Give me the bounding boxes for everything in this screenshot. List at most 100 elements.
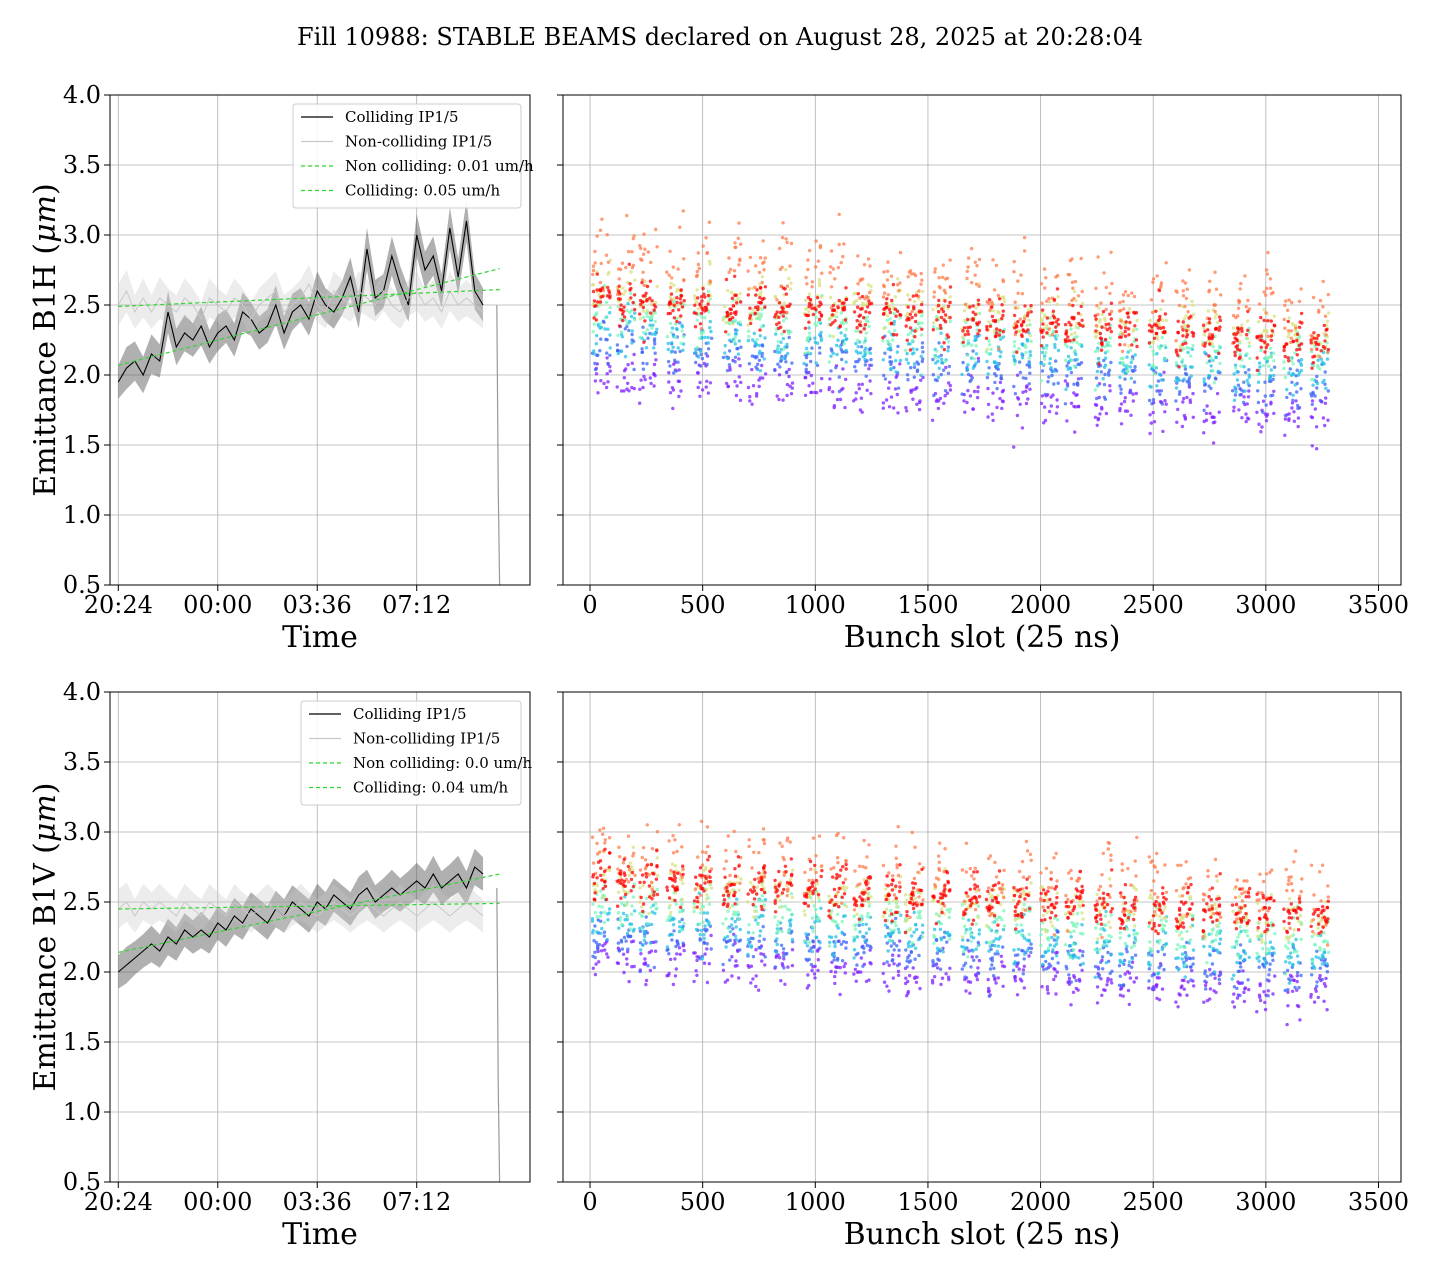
scatter-point (917, 953, 921, 958)
scatter-point (989, 347, 993, 352)
scatter-point (932, 321, 936, 325)
scatter-point (961, 340, 965, 344)
scatter-point (898, 358, 903, 363)
scatter-point (1105, 349, 1110, 353)
scatter-point (726, 313, 730, 317)
scatter-point (665, 945, 670, 949)
scatter-point (680, 917, 684, 922)
scatter-point (807, 335, 812, 339)
scatter-point (1205, 361, 1209, 365)
scatter-point (844, 377, 848, 382)
scatter-point (1287, 332, 1291, 336)
scatter-point (811, 925, 815, 929)
scatter-point (811, 381, 815, 385)
scatter-point (639, 948, 643, 952)
scatter-point (654, 227, 658, 232)
scatter-point (883, 377, 888, 381)
scatter-point (628, 319, 632, 324)
scatter-point (1299, 311, 1304, 316)
scatter-point (888, 317, 892, 321)
scatter-point (1263, 340, 1267, 344)
scatter-point (1247, 955, 1251, 960)
scatter-point (698, 349, 703, 353)
scatter-point (1211, 421, 1216, 425)
scatter-point (774, 954, 779, 958)
scatter-point (976, 332, 980, 336)
scatter-point (752, 354, 757, 359)
scatter-point (975, 955, 979, 959)
scatter-point (672, 371, 676, 375)
scatter-point (654, 901, 658, 906)
scatter-point (1076, 311, 1081, 315)
scatter-point (746, 329, 751, 333)
scatter-point (1100, 340, 1104, 345)
scatter-point (628, 288, 632, 292)
scatter-point (638, 387, 642, 391)
scatter-point (906, 942, 910, 946)
scatter-point (632, 352, 636, 357)
legend-label: Colliding IP1/5 (353, 705, 467, 723)
scatter-point (733, 241, 737, 245)
scatter-point (1016, 947, 1021, 951)
y-axis-label-unit: μm (28, 195, 63, 243)
scatter-point (1210, 940, 1214, 944)
scatter-point (909, 950, 913, 955)
scatter-point (604, 300, 609, 305)
scatter-point (757, 384, 761, 389)
scatter-point (591, 902, 595, 906)
scatter-point (1040, 985, 1044, 989)
scatter-point (1188, 956, 1193, 961)
scatter-point (700, 356, 705, 361)
scatter-point (1257, 302, 1262, 306)
scatter-point (630, 904, 634, 908)
scatter-point (705, 942, 709, 946)
scatter-point (882, 284, 886, 289)
scatter-point (1310, 402, 1315, 407)
scatter-point (1045, 316, 1050, 320)
x-axis-label: Time (282, 1217, 358, 1252)
scatter-point (1325, 319, 1330, 323)
scatter-point (829, 265, 833, 269)
scatter-point (638, 298, 643, 303)
scatter-point (666, 947, 670, 952)
scatter-point (1093, 415, 1098, 419)
scatter-point (781, 319, 786, 323)
x-tick-label: 1000 (785, 591, 846, 619)
scatter-point (1184, 341, 1188, 345)
scatter-point (623, 354, 628, 359)
scatter-point (1042, 405, 1047, 409)
scatter-point (638, 941, 643, 945)
scatter-point (760, 883, 764, 887)
scatter-point (990, 300, 994, 304)
scatter-point (856, 292, 860, 296)
scatter-point (777, 397, 781, 402)
scatter-point (1283, 413, 1288, 418)
scatter-point (1135, 931, 1139, 936)
scatter-point (852, 914, 856, 918)
scatter-point (649, 905, 653, 909)
scatter-point (1210, 342, 1215, 346)
scatter-point (1128, 976, 1133, 980)
scatter-point (1097, 306, 1101, 310)
scatter-point (763, 963, 767, 967)
scatter-point (725, 978, 730, 982)
scatter-point (906, 378, 910, 382)
scatter-point (1039, 943, 1043, 948)
scatter-point (1289, 336, 1294, 340)
scatter-point (616, 946, 620, 950)
scatter-point (912, 930, 916, 934)
scatter-point (641, 305, 645, 310)
scatter-point (707, 922, 711, 926)
scatter-point (1186, 980, 1190, 984)
scatter-point (672, 296, 676, 301)
scatter-point (892, 899, 896, 903)
scatter-point (1248, 937, 1252, 942)
scatter-point (645, 328, 649, 332)
y-axis-label-unit: μm (28, 794, 63, 842)
scatter-point (892, 948, 896, 952)
scatter-point (818, 946, 822, 950)
scatter-point (739, 300, 743, 304)
scatter-point (617, 267, 621, 271)
scatter-point (1238, 386, 1242, 391)
scatter-point (1162, 967, 1166, 972)
